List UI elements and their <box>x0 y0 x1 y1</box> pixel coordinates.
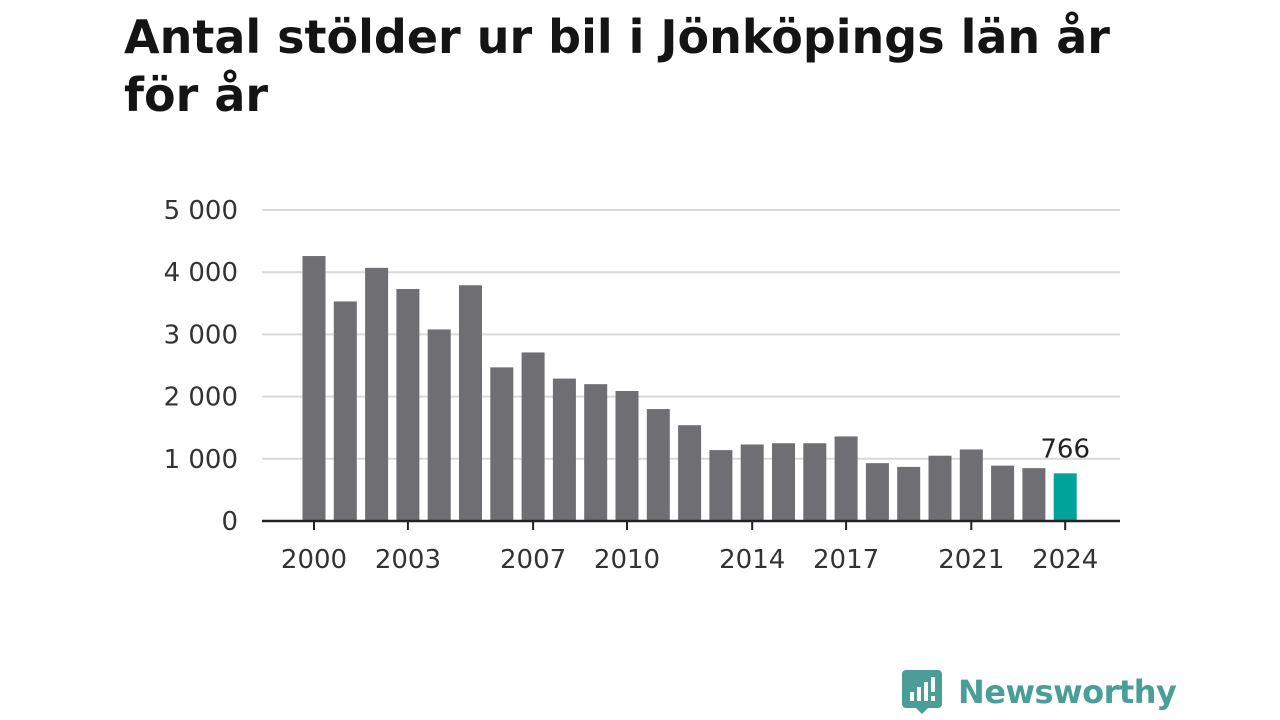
bar <box>365 267 389 521</box>
x-axis-ticks: 2000 2003 2007 2010 2014 2017 2021 2024 <box>281 545 1098 575</box>
x-tick-label: 2007 <box>500 545 566 575</box>
bar <box>959 449 983 521</box>
x-tick-label: 2010 <box>594 545 660 575</box>
bar <box>427 329 451 521</box>
bar <box>991 465 1015 521</box>
y-tick-label: 4 000 <box>164 258 238 288</box>
brand-logo: Newsworthy <box>902 670 1177 714</box>
bar <box>396 288 420 521</box>
bar <box>709 450 733 521</box>
y-tick-label: 1 000 <box>164 445 238 475</box>
bar <box>897 466 921 521</box>
x-tick-label: 2014 <box>719 545 785 575</box>
bar <box>552 378 576 521</box>
bars <box>302 256 1077 521</box>
bar <box>584 384 608 521</box>
bar <box>459 285 482 521</box>
bar-highlight <box>1053 473 1077 521</box>
x-tick-label: 2000 <box>281 545 347 575</box>
x-axis <box>262 519 1120 530</box>
bar <box>803 443 827 521</box>
x-tick-label: 2024 <box>1032 545 1098 575</box>
grid-lines <box>262 209 1120 460</box>
bar <box>928 455 952 521</box>
bar <box>834 436 858 521</box>
bar <box>646 409 670 521</box>
bar <box>615 391 639 521</box>
x-tick-label: 2003 <box>375 545 441 575</box>
bar <box>865 463 889 521</box>
brand-name: Newsworthy <box>958 673 1177 711</box>
y-tick-label: 0 <box>221 507 238 537</box>
bar <box>490 367 514 521</box>
y-tick-label: 5 000 <box>164 196 238 226</box>
newsworthy-logo-icon <box>902 670 942 714</box>
bar <box>772 443 795 521</box>
bar <box>678 425 702 521</box>
y-axis-ticks: 0 1 000 2 000 3 000 4 000 5 000 <box>164 196 238 537</box>
y-tick-label: 3 000 <box>164 320 238 350</box>
chart-title: Antal stölder ur bil i Jönköpings län år… <box>124 10 1110 122</box>
bar <box>302 256 326 521</box>
bar <box>1022 468 1046 521</box>
data-label: 766 <box>1040 434 1090 464</box>
bar <box>521 352 545 521</box>
bar <box>740 444 764 521</box>
x-tick-label: 2017 <box>813 545 879 575</box>
x-tick-label: 2021 <box>938 545 1004 575</box>
data-labels: 766 <box>1040 434 1090 464</box>
bar <box>333 301 357 521</box>
y-tick-label: 2 000 <box>164 383 238 413</box>
